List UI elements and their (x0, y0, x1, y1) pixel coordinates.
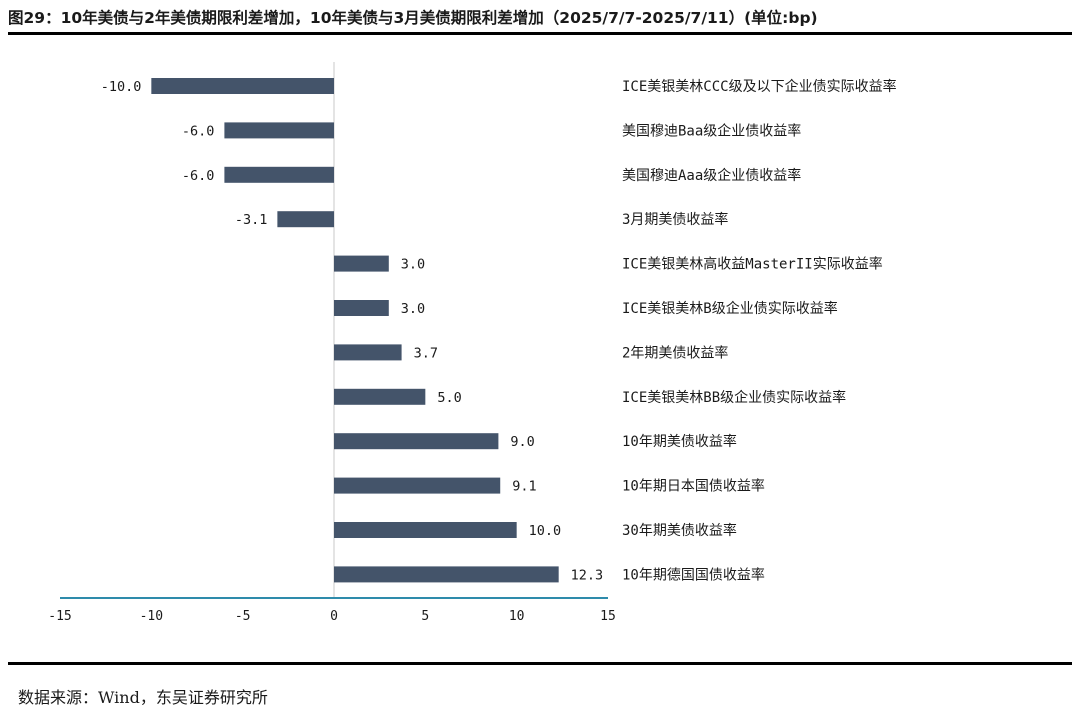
bar (151, 78, 334, 94)
top-rule (8, 32, 1072, 35)
x-tick-label: 15 (600, 609, 616, 624)
bar (334, 255, 389, 272)
category-label: 3月期美债收益率 (622, 211, 728, 228)
bottom-rule (8, 662, 1072, 665)
category-label: 10年期美债收益率 (622, 433, 737, 450)
bar (224, 122, 334, 139)
value-label: -10.0 (101, 79, 142, 95)
bar (334, 300, 389, 316)
bar (277, 211, 334, 228)
value-label: 5.0 (437, 390, 461, 406)
value-label: 9.0 (510, 434, 534, 450)
bar (334, 433, 499, 450)
bar (224, 166, 334, 183)
value-label: -6.0 (182, 123, 215, 139)
category-label: 30年期美债收益率 (622, 522, 737, 539)
category-label: ICE美银美林B级企业债实际收益率 (622, 300, 838, 317)
category-label: 美国穆迪Baa级企业债收益率 (622, 122, 801, 139)
bar (334, 344, 402, 361)
bar-chart: -10.0 ICE美银美林CCC级及以下企业债实际收益率 -6.0 美国穆迪Baa级企… (48, 62, 897, 624)
category-label: ICE美银美林高收益MasterII实际收益率 (622, 256, 883, 273)
category-label: 2年期美债收益率 (622, 344, 728, 361)
value-label: -3.1 (235, 212, 268, 228)
bar (334, 477, 501, 494)
value-label: 9.1 (512, 479, 536, 495)
value-label: 10.0 (529, 523, 562, 539)
chart-title: 图29：10年美债与2年美债期限利差增加，10年美债与3月美债期限利差增加（20… (8, 9, 818, 27)
x-tick-label: 0 (330, 609, 338, 624)
value-label: 3.0 (401, 257, 425, 273)
category-label: 10年期德国国债收益率 (622, 566, 765, 583)
category-label: 美国穆迪Aaa级企业债收益率 (622, 167, 801, 184)
bar (334, 522, 517, 538)
source-note: 数据来源：Wind，东吴证券研究所 (18, 688, 268, 707)
x-tick-label: -5 (235, 609, 251, 624)
x-tick-label: -10 (140, 609, 163, 624)
value-label: 3.7 (414, 345, 438, 361)
category-label: ICE美银美林CCC级及以下企业债实际收益率 (622, 78, 897, 95)
bar (334, 388, 426, 405)
value-label: 3.0 (401, 301, 425, 317)
x-tick-label: 10 (509, 609, 525, 624)
bar (334, 566, 559, 583)
value-label: -6.0 (182, 168, 215, 184)
category-label: 10年期日本国债收益率 (622, 478, 765, 495)
category-label: ICE美银美林BB级企业债实际收益率 (622, 389, 846, 406)
value-label: 12.3 (571, 567, 604, 583)
x-tick-label: 5 (421, 609, 429, 624)
x-tick-label: -15 (48, 609, 71, 624)
